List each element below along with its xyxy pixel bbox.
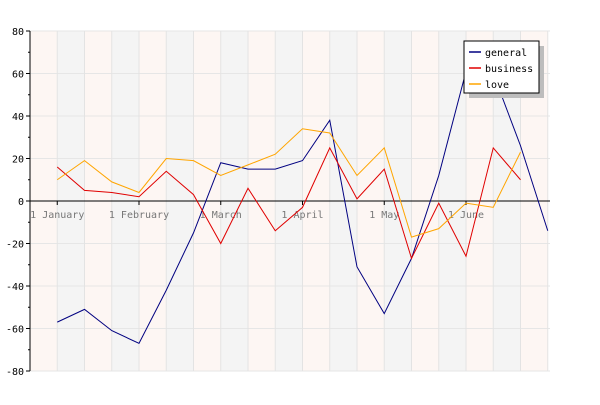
y-tick-label: -60 — [6, 325, 24, 336]
x-tick-label: 1 June — [448, 210, 484, 221]
x-tick-label: 1 March — [200, 210, 242, 221]
legend: general business love — [463, 40, 544, 98]
x-axis-ticks: 1 January 1 February 1 March 1 April 1 May 1 … — [30, 201, 484, 221]
x-tick-label: 1 February — [109, 210, 169, 221]
legend-label: business — [485, 64, 533, 75]
y-tick-label: 0 — [18, 197, 24, 208]
x-tick-label: 1 April — [281, 210, 323, 221]
y-tick-label: 60 — [12, 70, 24, 81]
x-tick-label: 1 January — [30, 210, 84, 221]
y-tick-label: 20 — [12, 155, 24, 166]
y-tick-label: 80 — [12, 27, 24, 38]
x-tick-label: 1 May — [369, 210, 399, 221]
y-axis-ticks: 80 60 40 20 0 -20 -40 -60 -80 — [6, 27, 30, 378]
y-tick-label: -40 — [6, 282, 24, 293]
series-line-love — [56, 128, 521, 238]
legend-label: love — [485, 80, 509, 91]
y-tick-label: -80 — [6, 367, 24, 378]
y-tick-label: 40 — [12, 112, 24, 123]
y-tick-label: -20 — [6, 240, 24, 251]
series-line-business — [56, 146, 521, 260]
legend-label: general — [485, 48, 527, 59]
